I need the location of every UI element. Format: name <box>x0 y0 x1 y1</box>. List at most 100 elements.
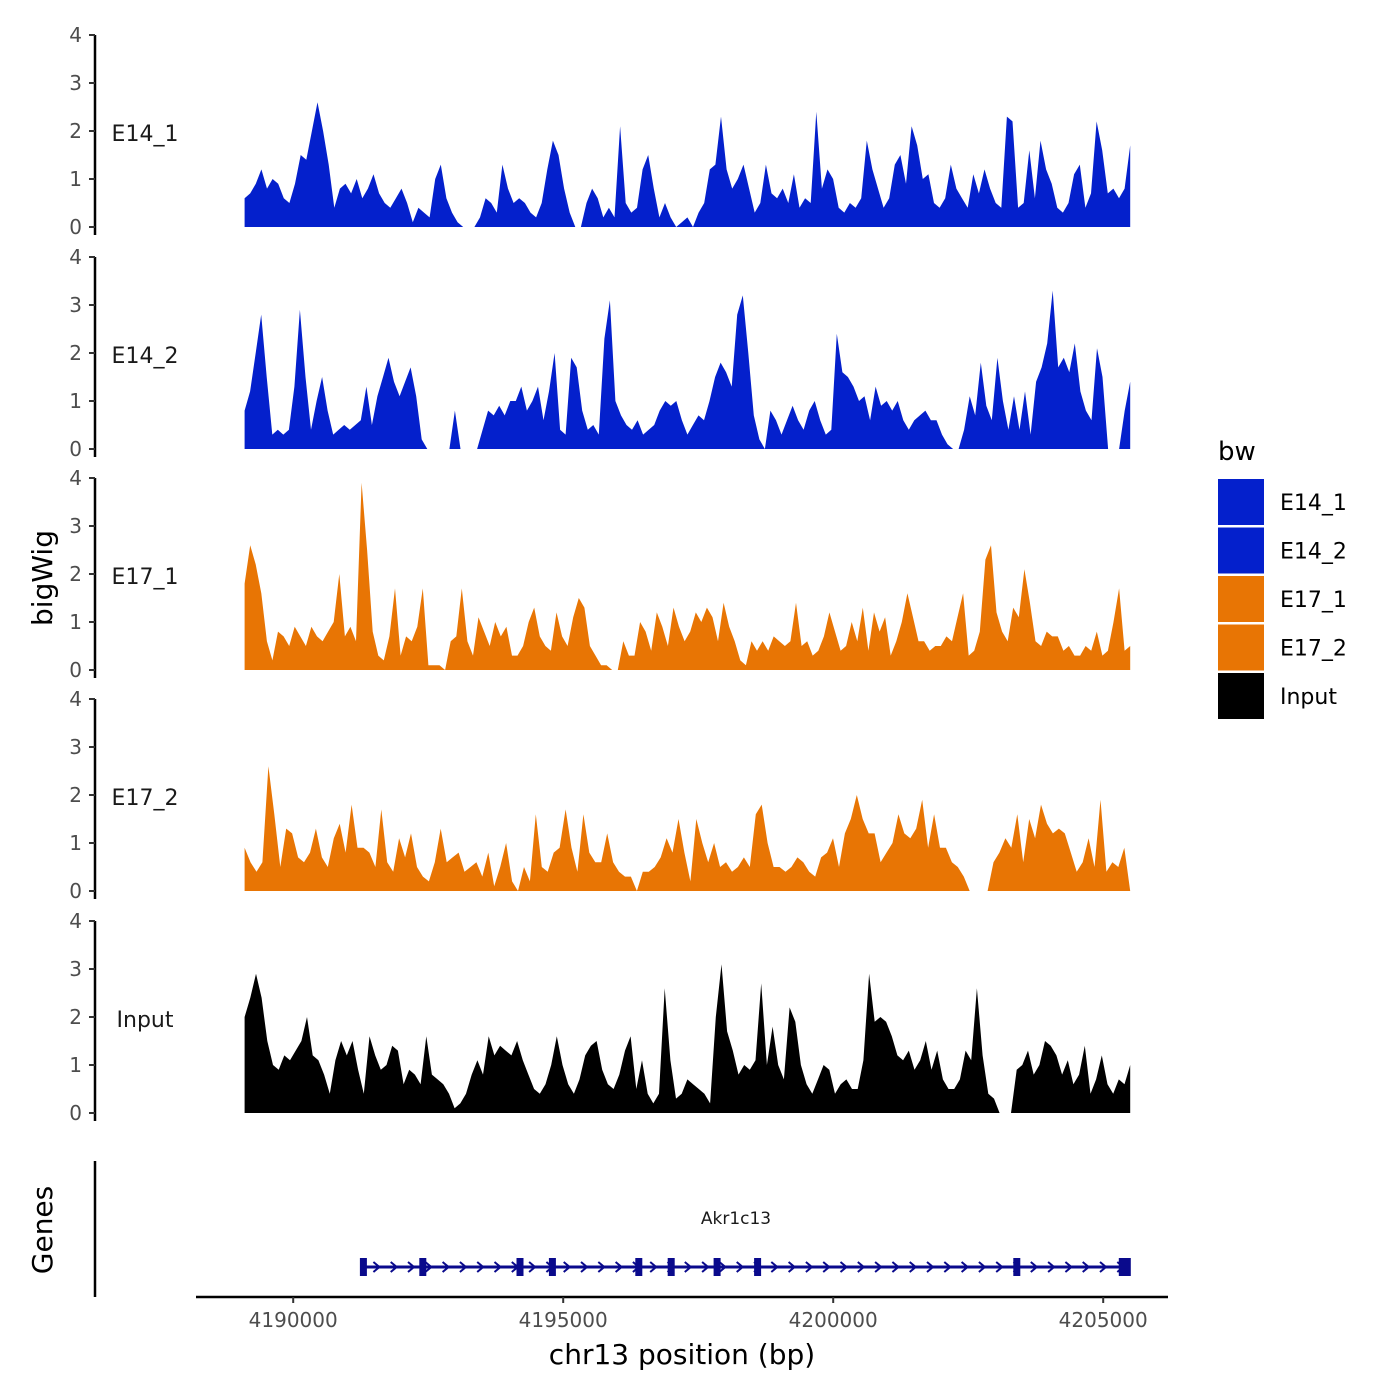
y-tick-label: 1 <box>69 389 82 413</box>
strand-arrow <box>857 1261 866 1273</box>
y-tick-label: 3 <box>69 514 82 538</box>
legend-swatch <box>1218 624 1264 671</box>
y-tick-label: 4 <box>69 245 82 269</box>
y-tick-label: 2 <box>69 562 82 586</box>
strand-arrow <box>684 1261 693 1273</box>
y-axis-title: bigWig <box>26 530 59 626</box>
strand-arrow <box>978 1261 987 1273</box>
y-tick-label: 4 <box>69 687 82 711</box>
strand-arrow <box>736 1261 745 1273</box>
exon <box>1013 1258 1021 1276</box>
strand-arrow <box>614 1261 624 1273</box>
y-tick-label: 2 <box>69 341 82 365</box>
strand-arrow <box>441 1261 451 1273</box>
strand-arrow <box>597 1261 606 1273</box>
y-tick-label: 2 <box>69 1005 82 1029</box>
exon <box>754 1258 762 1276</box>
y-tick-label: 4 <box>69 909 82 933</box>
track-e17-2: 0 1 2 3 4 E17_2 <box>69 687 1131 903</box>
legend-title: bw <box>1218 437 1256 467</box>
strand-arrow <box>563 1261 572 1273</box>
strand-arrow <box>822 1261 831 1273</box>
track-label: E14_2 <box>112 344 179 369</box>
signal-area-e17-2 <box>244 766 1131 891</box>
signal-area-e14-1 <box>244 102 1131 227</box>
strand-arrow <box>805 1261 814 1273</box>
y-tick-label: 2 <box>69 783 82 807</box>
legend-item-e14-1: E14_1 <box>1218 479 1347 525</box>
y-tick-label: 0 <box>69 658 82 682</box>
strand-arrow <box>1064 1261 1073 1273</box>
exon <box>419 1258 427 1276</box>
legend-item-e17-1: E17_1 <box>1218 576 1347 622</box>
legend-swatch <box>1218 576 1264 622</box>
y-tick-label: 1 <box>69 610 82 634</box>
y-tick-label: 3 <box>69 293 82 317</box>
legend-swatch <box>1218 673 1264 719</box>
gene-label: Akr1c13 <box>701 1209 771 1229</box>
y-tick-label: 1 <box>69 1053 82 1077</box>
y-tick-label: 0 <box>69 879 82 903</box>
legend-label: E17_2 <box>1280 637 1347 662</box>
tracks: 0 1 2 3 4 E14_1 0 1 2 3 4 E14_2 0 1 2 3 4 E17_1 0 1 2 3 4 E17_2… <box>69 23 1131 1125</box>
strand-arrow <box>476 1261 485 1273</box>
legend-item-e14-2: E14_2 <box>1218 527 1347 574</box>
strand-arrow <box>1082 1261 1091 1273</box>
strand-arrow <box>1030 1261 1039 1273</box>
strand-arrow <box>580 1261 589 1273</box>
exon <box>1118 1258 1131 1276</box>
strand-arrow <box>459 1261 468 1273</box>
y-tick-label: 3 <box>69 735 82 759</box>
y-tick-label: 4 <box>69 466 82 490</box>
exon <box>667 1258 675 1276</box>
strand-arrow <box>390 1261 399 1273</box>
strand-arrow <box>701 1261 710 1273</box>
legend-item-input: Input <box>1218 673 1337 719</box>
track-label: E17_1 <box>112 565 179 590</box>
y-tick-label: 0 <box>69 1101 82 1125</box>
strand-arrow <box>493 1261 503 1273</box>
strand-arrow <box>407 1261 416 1273</box>
signal-area-input <box>244 964 1131 1113</box>
signal-area-e14-2 <box>244 290 1131 449</box>
genes-axis-title: Genes <box>26 1186 59 1274</box>
strand-arrow <box>787 1261 797 1273</box>
strand-arrow <box>839 1261 849 1273</box>
strand-arrow <box>424 1261 433 1273</box>
y-tick-label: 0 <box>69 437 82 461</box>
track-e14-1: 0 1 2 3 4 E14_1 <box>69 23 1131 239</box>
strand-arrow <box>770 1261 779 1273</box>
y-tick-label: 2 <box>69 119 82 143</box>
strand-arrow <box>1099 1261 1108 1273</box>
x-tick-label: 4195000 <box>519 1308 608 1332</box>
strand-arrow <box>943 1261 952 1273</box>
exon <box>548 1258 556 1276</box>
strand-arrow <box>874 1261 883 1273</box>
strand-arrow <box>891 1261 900 1273</box>
x-axis-title: chr13 position (bp) <box>549 1338 815 1371</box>
x-tick-label: 4200000 <box>789 1308 878 1332</box>
exon <box>516 1258 524 1276</box>
gene-track: Akr1c13 <box>93 1161 1131 1297</box>
strand-arrow <box>960 1261 970 1273</box>
strand-arrow <box>528 1261 537 1273</box>
x-tick-label: 4190000 <box>249 1308 338 1332</box>
x-axis: 4190000 4195000 4200000 4205000 <box>196 1295 1168 1332</box>
y-tick-label: 1 <box>69 167 82 191</box>
x-tick-label: 4205000 <box>1059 1308 1148 1332</box>
track-label: E17_2 <box>112 786 179 811</box>
y-tick-label: 3 <box>69 71 82 95</box>
strand-arrow <box>926 1261 935 1273</box>
y-tick-label: 4 <box>69 23 82 47</box>
exon <box>359 1258 367 1276</box>
y-tick-label: 0 <box>69 215 82 239</box>
legend-label: E14_1 <box>1280 491 1347 516</box>
strand-arrow <box>718 1261 727 1273</box>
signal-area-e17-1 <box>244 482 1131 670</box>
strand-arrow <box>909 1261 918 1273</box>
legend-swatch <box>1218 479 1264 525</box>
legend-label: E17_1 <box>1280 588 1347 613</box>
track-label: E14_1 <box>112 122 179 147</box>
track-e17-1: 0 1 2 3 4 E17_1 <box>69 466 1131 682</box>
